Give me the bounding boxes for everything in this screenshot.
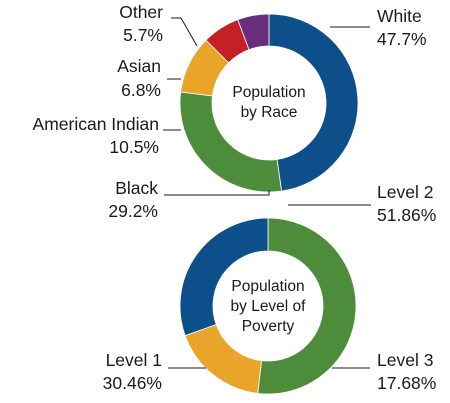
- slice-white: [268, 13, 359, 192]
- white-value: 47.7%: [377, 29, 427, 49]
- other-leader-line: [171, 17, 198, 47]
- level-3-value: 17.68%: [377, 373, 436, 393]
- other-value: 5.7%: [123, 25, 163, 45]
- level-2-label: Level 2: [377, 182, 433, 202]
- asian-label: Asian: [117, 56, 161, 76]
- level-3-label: Level 3: [377, 350, 433, 370]
- level-1-value: 30.46%: [103, 373, 162, 393]
- poverty-donut-title-line-2: by Level of: [231, 298, 307, 315]
- black-value: 29.2%: [108, 201, 158, 221]
- black-label: Black: [115, 178, 158, 198]
- asian-value: 6.8%: [121, 80, 161, 100]
- american-indian-label: American Indian: [33, 114, 159, 134]
- slice-level-2: [257, 217, 357, 395]
- american-indian-value: 10.5%: [109, 137, 159, 157]
- race-donut: [179, 13, 359, 193]
- white-label: White: [377, 6, 422, 26]
- race-donut-title-line-2: by Race: [241, 104, 298, 121]
- level-1-label: Level 1: [106, 350, 162, 370]
- level-2-value: 51.86%: [377, 205, 436, 225]
- other-label: Other: [119, 2, 163, 22]
- poverty-donut-title-line-3: Poverty: [242, 318, 295, 335]
- slice-level-1: [179, 217, 269, 337]
- poverty-donut: [179, 217, 357, 395]
- race-donut-title-line-1: Population: [232, 84, 305, 101]
- black-leader-line: [164, 190, 270, 196]
- slice-other: [237, 13, 270, 51]
- poverty-donut-title-line-1: Population: [231, 278, 304, 295]
